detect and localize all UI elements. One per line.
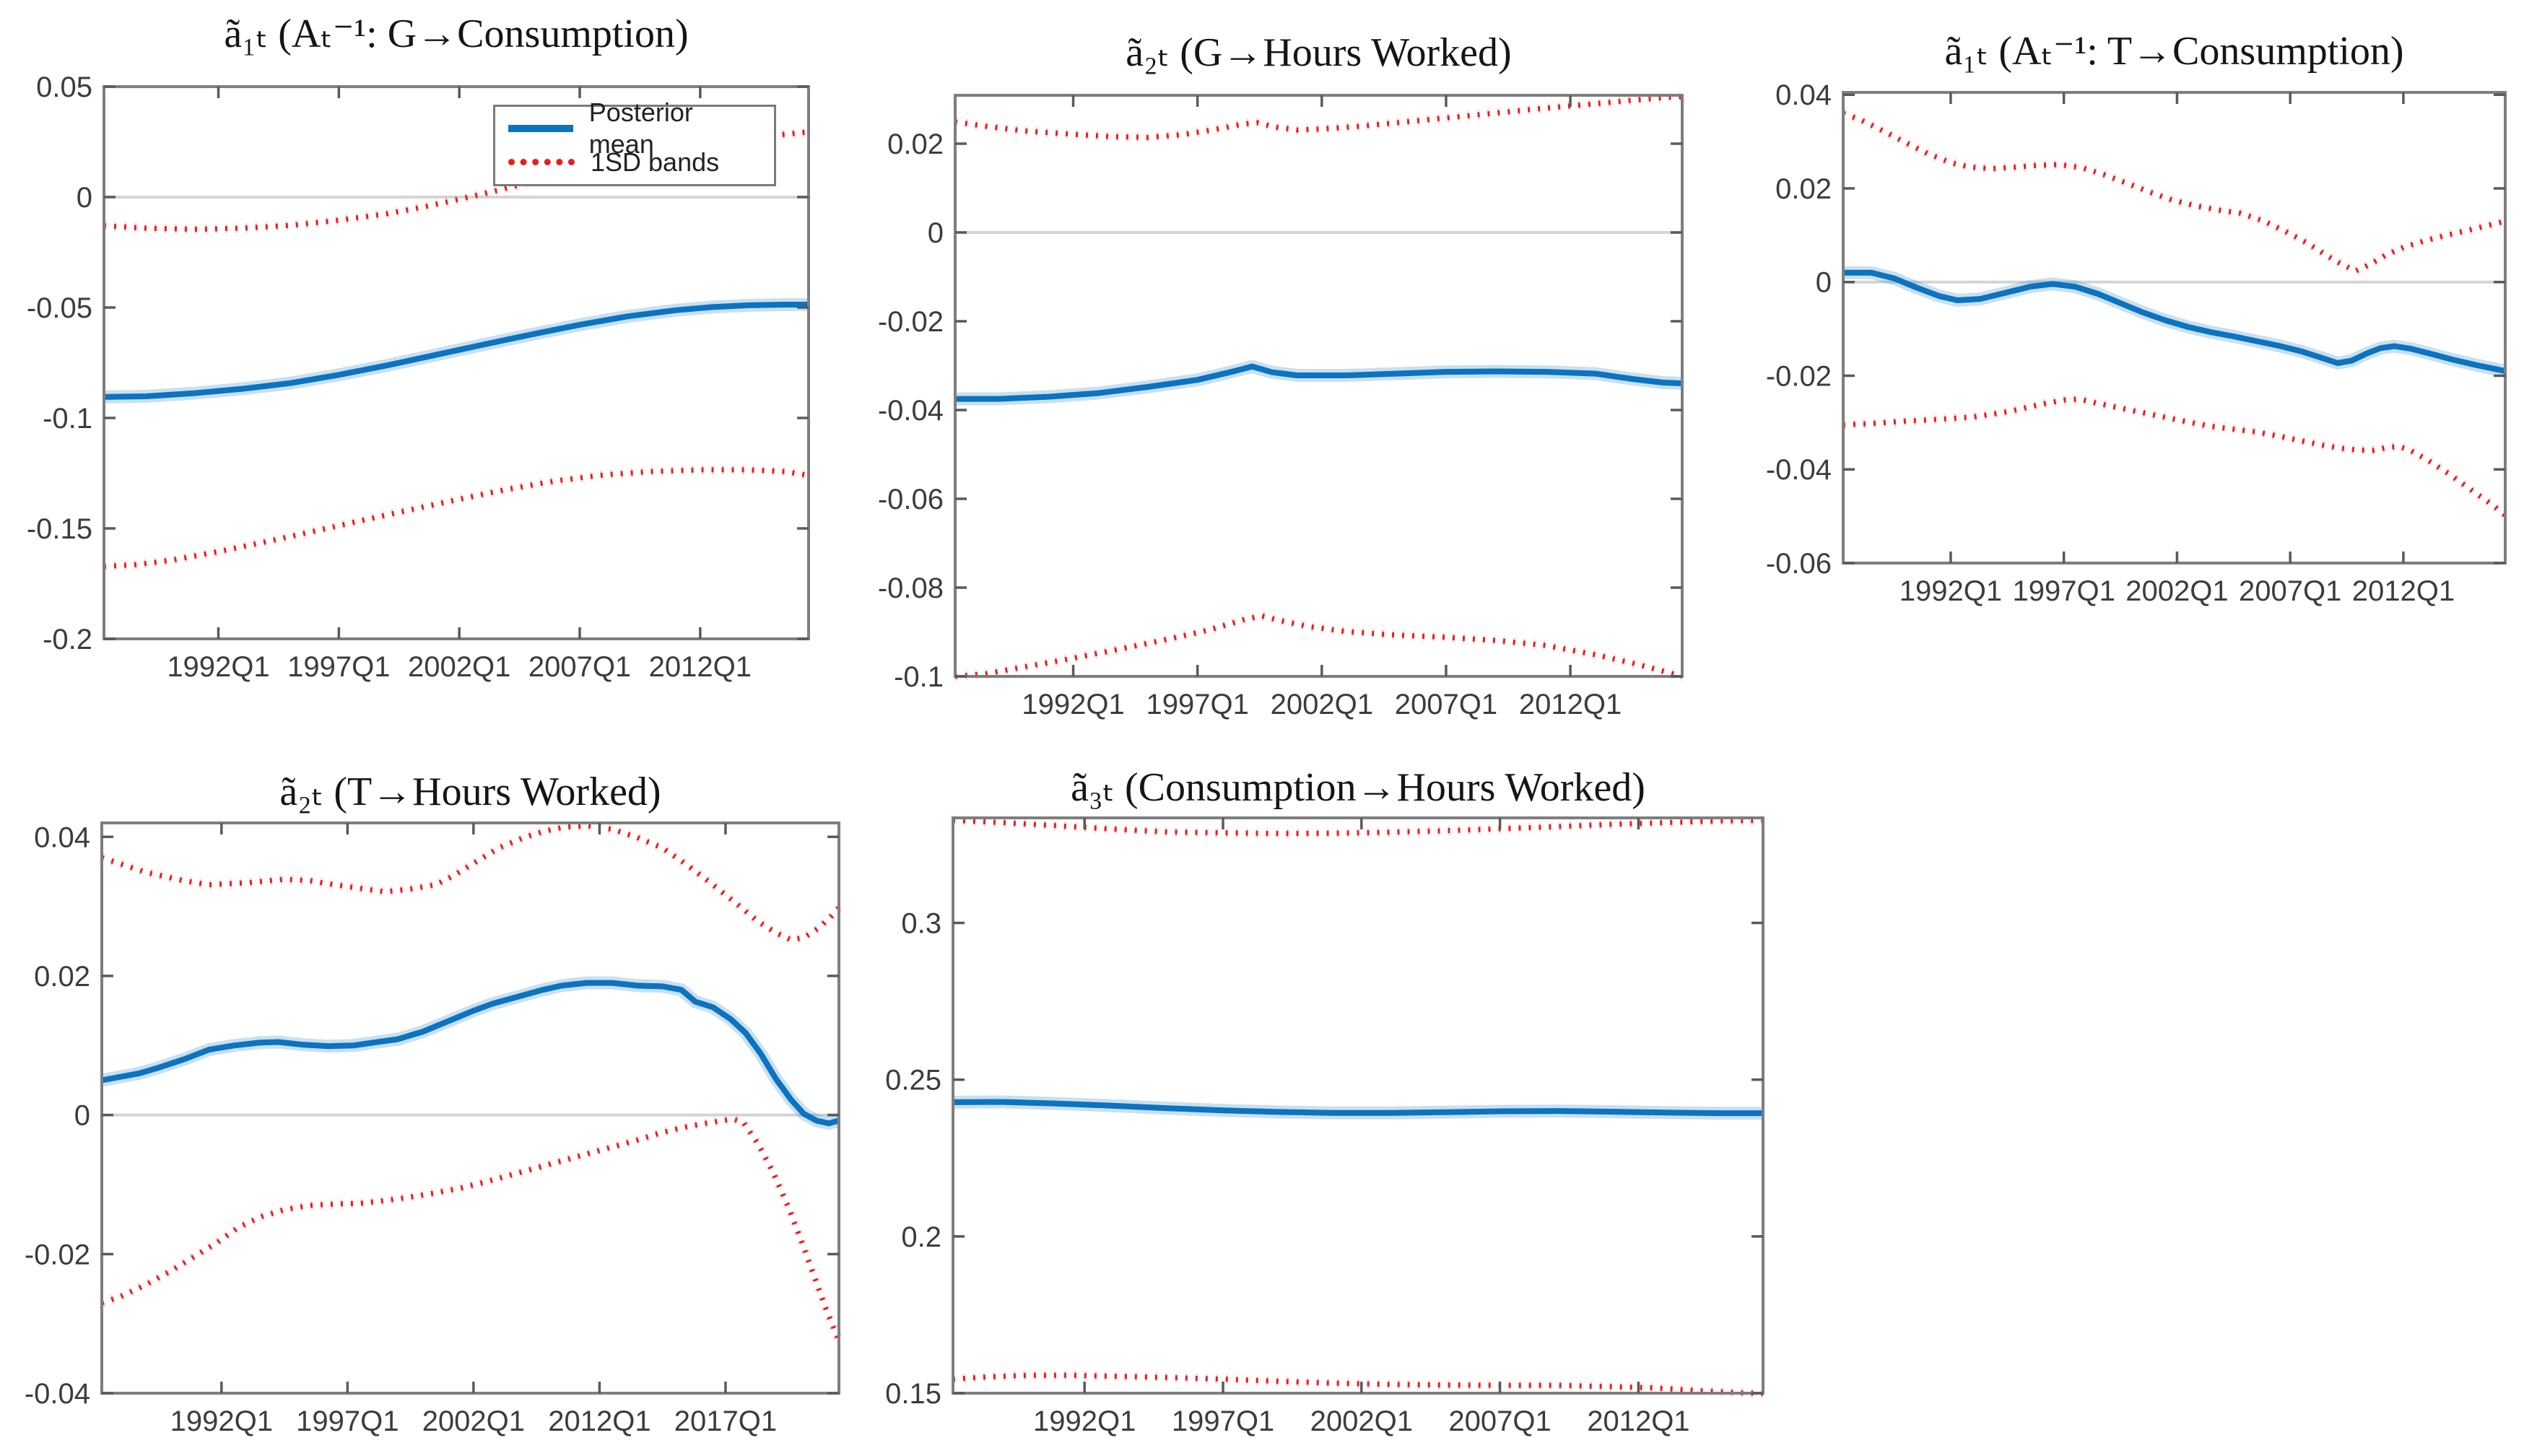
svg-text:0.04: 0.04 — [34, 821, 90, 853]
svg-text:2012Q1: 2012Q1 — [1587, 1405, 1689, 1437]
svg-text:0.05: 0.05 — [36, 71, 92, 103]
svg-text:1992Q1: 1992Q1 — [1022, 689, 1124, 720]
svg-text:0.04: 0.04 — [1775, 79, 1832, 111]
legend-line-sample-solid-icon — [508, 125, 573, 133]
chart-title-consumption-hours-worked: ã₃ₜ (Consumption→Hours Worked) — [1071, 765, 1645, 810]
svg-text:2002Q1: 2002Q1 — [2125, 575, 2228, 607]
svg-text:-0.06: -0.06 — [1766, 548, 1832, 580]
svg-text:-0.1: -0.1 — [43, 403, 92, 435]
svg-text:1997Q1: 1997Q1 — [2012, 575, 2115, 607]
svg-text:-0.1: -0.1 — [894, 661, 944, 693]
svg-text:2007Q1: 2007Q1 — [2239, 575, 2341, 607]
chart-3: 1992Q1 1997Q1 2002Q1 2012Q1 2017Q1 0.04 0.02 0 -… — [25, 821, 844, 1437]
chart-title-g-consumption: ã₁ₜ (Aₜ⁻¹: G→Consumption) — [224, 12, 689, 56]
svg-text:0.2: 0.2 — [901, 1221, 941, 1253]
svg-text:-0.02: -0.02 — [25, 1239, 90, 1270]
legend-row-posterior-mean: Posterior mean — [508, 97, 761, 159]
chart-0: 1992Q1 1997Q1 2002Q1 2007Q1 2012Q1 0.05 0 -0.05… — [27, 71, 810, 683]
svg-text:1997Q1: 1997Q1 — [287, 651, 390, 683]
svg-text:-0.06: -0.06 — [878, 484, 944, 515]
svg-text:1992Q1: 1992Q1 — [167, 651, 269, 683]
svg-text:0.02: 0.02 — [887, 128, 944, 160]
svg-text:0: 0 — [928, 217, 944, 249]
chart-title-t-hours-worked: ã₂ₜ (T→Hours Worked) — [279, 770, 661, 814]
svg-text:2017Q1: 2017Q1 — [674, 1405, 777, 1437]
legend-label-posterior-mean: Posterior mean — [588, 97, 693, 160]
svg-text:2007Q1: 2007Q1 — [1448, 1405, 1551, 1437]
chart-4: 1992Q1 1997Q1 2002Q1 2007Q1 2012Q1 0.3 0.25 0.2… — [885, 816, 1764, 1437]
svg-text:2007Q1: 2007Q1 — [1395, 689, 1497, 720]
svg-text:2012Q1: 2012Q1 — [1519, 689, 1622, 720]
svg-text:2002Q1: 2002Q1 — [408, 651, 510, 683]
svg-text:2002Q1: 2002Q1 — [1310, 1405, 1413, 1437]
svg-text:2012Q1: 2012Q1 — [2352, 575, 2455, 607]
svg-text:0.02: 0.02 — [34, 961, 90, 993]
svg-text:-0.05: -0.05 — [27, 292, 92, 324]
svg-text:1992Q1: 1992Q1 — [1899, 575, 2002, 607]
svg-text:0: 0 — [74, 1100, 90, 1132]
svg-text:2012Q1: 2012Q1 — [548, 1405, 650, 1437]
chart-1: 1992Q1 1997Q1 2002Q1 2007Q1 2012Q1 0.02 0 -0.02… — [878, 92, 1684, 720]
svg-text:-0.02: -0.02 — [1766, 360, 1832, 392]
svg-text:0.25: 0.25 — [885, 1065, 941, 1097]
svg-text:-0.02: -0.02 — [878, 306, 944, 338]
svg-text:2012Q1: 2012Q1 — [649, 651, 752, 683]
svg-text:0: 0 — [77, 182, 92, 214]
svg-text:1992Q1: 1992Q1 — [170, 1405, 273, 1437]
legend-row-1sd-bands: 1SD bands — [508, 147, 761, 178]
svg-text:-0.08: -0.08 — [878, 572, 944, 604]
svg-text:1997Q1: 1997Q1 — [296, 1405, 399, 1437]
svg-text:1997Q1: 1997Q1 — [1172, 1405, 1274, 1437]
legend-line-sample-dotted-icon — [508, 159, 575, 166]
legend-label-1sd-bands: 1SD bands — [591, 147, 720, 177]
svg-text:-0.15: -0.15 — [27, 513, 92, 545]
svg-text:-0.04: -0.04 — [1766, 454, 1832, 486]
svg-text:0.02: 0.02 — [1775, 173, 1832, 205]
svg-text:-0.04: -0.04 — [878, 395, 944, 427]
chart-2: 1992Q1 1997Q1 2002Q1 2007Q1 2012Q1 0.04 0.02 0 -… — [1766, 79, 2509, 607]
svg-text:1997Q1: 1997Q1 — [1146, 689, 1248, 720]
chart-title-t-consumption: ã₁ₜ (Aₜ⁻¹: T→Consumption) — [1944, 29, 2404, 74]
svg-text:1992Q1: 1992Q1 — [1033, 1405, 1136, 1437]
svg-text:-0.04: -0.04 — [25, 1378, 90, 1410]
svg-text:2002Q1: 2002Q1 — [1271, 689, 1373, 720]
svg-text:0.15: 0.15 — [885, 1378, 941, 1410]
svg-text:0: 0 — [1816, 267, 1832, 299]
svg-text:2007Q1: 2007Q1 — [528, 651, 631, 683]
svg-text:0.3: 0.3 — [901, 908, 941, 940]
legend: Posterior mean 1SD bands — [493, 97, 776, 186]
svg-text:2002Q1: 2002Q1 — [422, 1405, 525, 1437]
chart-title-g-hours-worked: ã₂ₜ (G→Hours Worked) — [1126, 30, 1512, 75]
svg-text:-0.2: -0.2 — [43, 624, 92, 655]
